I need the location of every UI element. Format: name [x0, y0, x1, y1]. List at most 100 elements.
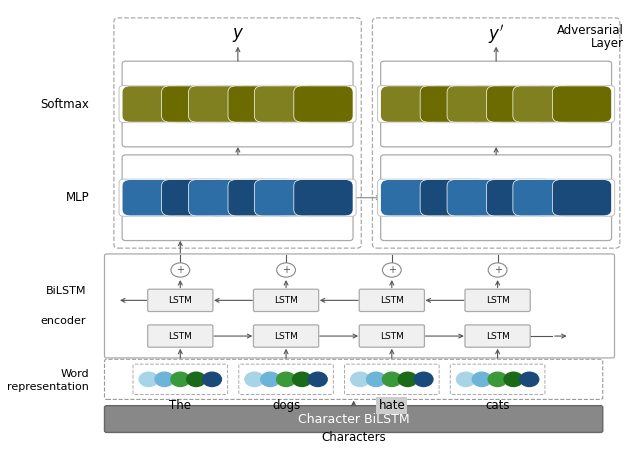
Text: dogs: dogs: [272, 399, 300, 412]
Circle shape: [171, 372, 189, 387]
FancyBboxPatch shape: [444, 85, 549, 123]
Circle shape: [414, 372, 433, 387]
Text: Adversarial: Adversarial: [557, 24, 624, 37]
Circle shape: [139, 372, 158, 387]
FancyBboxPatch shape: [381, 155, 612, 241]
Text: representation: representation: [7, 382, 89, 392]
FancyBboxPatch shape: [254, 180, 314, 216]
FancyBboxPatch shape: [122, 86, 181, 122]
Circle shape: [383, 263, 401, 277]
FancyBboxPatch shape: [252, 85, 356, 123]
FancyBboxPatch shape: [148, 289, 213, 312]
Circle shape: [456, 372, 476, 387]
FancyBboxPatch shape: [162, 86, 221, 122]
FancyBboxPatch shape: [294, 180, 353, 216]
Text: LSTM: LSTM: [168, 296, 192, 305]
FancyBboxPatch shape: [104, 254, 614, 358]
FancyBboxPatch shape: [114, 18, 361, 248]
Text: +: +: [493, 265, 502, 275]
Circle shape: [383, 372, 401, 387]
FancyBboxPatch shape: [186, 179, 291, 216]
FancyBboxPatch shape: [148, 325, 213, 347]
FancyBboxPatch shape: [510, 85, 614, 123]
FancyBboxPatch shape: [513, 86, 572, 122]
Circle shape: [292, 372, 311, 387]
FancyBboxPatch shape: [447, 86, 506, 122]
FancyBboxPatch shape: [344, 364, 439, 395]
FancyBboxPatch shape: [253, 289, 319, 312]
Circle shape: [203, 372, 221, 387]
FancyBboxPatch shape: [510, 179, 614, 216]
Text: Layer: Layer: [591, 37, 624, 50]
FancyBboxPatch shape: [122, 180, 181, 216]
Text: Characters: Characters: [321, 431, 386, 444]
Circle shape: [187, 372, 205, 387]
FancyBboxPatch shape: [486, 86, 546, 122]
Text: Character BiLSTM: Character BiLSTM: [298, 413, 410, 426]
FancyBboxPatch shape: [552, 180, 612, 216]
Text: cats: cats: [485, 399, 510, 412]
FancyBboxPatch shape: [119, 85, 224, 123]
FancyBboxPatch shape: [228, 86, 287, 122]
FancyBboxPatch shape: [239, 364, 333, 395]
FancyBboxPatch shape: [186, 85, 291, 123]
FancyBboxPatch shape: [133, 364, 228, 395]
Text: +: +: [176, 265, 184, 275]
FancyBboxPatch shape: [104, 359, 603, 400]
FancyBboxPatch shape: [122, 61, 353, 147]
Circle shape: [520, 372, 539, 387]
FancyBboxPatch shape: [253, 325, 319, 347]
FancyBboxPatch shape: [486, 180, 546, 216]
Circle shape: [351, 372, 369, 387]
Circle shape: [276, 263, 296, 277]
FancyBboxPatch shape: [359, 325, 424, 347]
FancyBboxPatch shape: [420, 180, 479, 216]
FancyBboxPatch shape: [189, 180, 248, 216]
Circle shape: [472, 372, 491, 387]
Circle shape: [260, 372, 280, 387]
Circle shape: [488, 372, 507, 387]
Circle shape: [488, 263, 507, 277]
FancyBboxPatch shape: [513, 180, 572, 216]
FancyBboxPatch shape: [104, 405, 603, 432]
FancyBboxPatch shape: [444, 179, 549, 216]
Text: Softmax: Softmax: [40, 97, 89, 110]
Text: LSTM: LSTM: [380, 331, 404, 340]
Circle shape: [398, 372, 417, 387]
FancyBboxPatch shape: [252, 179, 356, 216]
Text: encoder: encoder: [41, 316, 86, 326]
Text: LSTM: LSTM: [486, 331, 509, 340]
Circle shape: [504, 372, 523, 387]
FancyBboxPatch shape: [372, 18, 620, 248]
FancyBboxPatch shape: [465, 325, 530, 347]
Circle shape: [155, 372, 174, 387]
FancyBboxPatch shape: [294, 86, 353, 122]
FancyBboxPatch shape: [381, 86, 440, 122]
Text: LSTM: LSTM: [380, 296, 404, 305]
Text: $y'$: $y'$: [488, 23, 504, 46]
Text: BiLSTM: BiLSTM: [46, 286, 86, 296]
Circle shape: [245, 372, 264, 387]
Text: The: The: [170, 399, 191, 412]
FancyBboxPatch shape: [122, 155, 353, 241]
Text: +: +: [388, 265, 396, 275]
FancyBboxPatch shape: [381, 61, 612, 147]
Circle shape: [367, 372, 385, 387]
FancyBboxPatch shape: [378, 85, 483, 123]
FancyBboxPatch shape: [119, 179, 224, 216]
FancyBboxPatch shape: [465, 289, 530, 312]
Circle shape: [276, 372, 296, 387]
FancyBboxPatch shape: [451, 364, 545, 395]
FancyBboxPatch shape: [162, 180, 221, 216]
Text: Word: Word: [61, 369, 89, 379]
FancyBboxPatch shape: [228, 180, 287, 216]
Text: +: +: [282, 265, 290, 275]
Text: LSTM: LSTM: [486, 296, 509, 305]
Circle shape: [171, 263, 189, 277]
Text: hate: hate: [378, 399, 405, 412]
FancyBboxPatch shape: [359, 289, 424, 312]
Text: LSTM: LSTM: [274, 296, 298, 305]
FancyBboxPatch shape: [254, 86, 314, 122]
FancyBboxPatch shape: [552, 86, 612, 122]
FancyBboxPatch shape: [189, 86, 248, 122]
